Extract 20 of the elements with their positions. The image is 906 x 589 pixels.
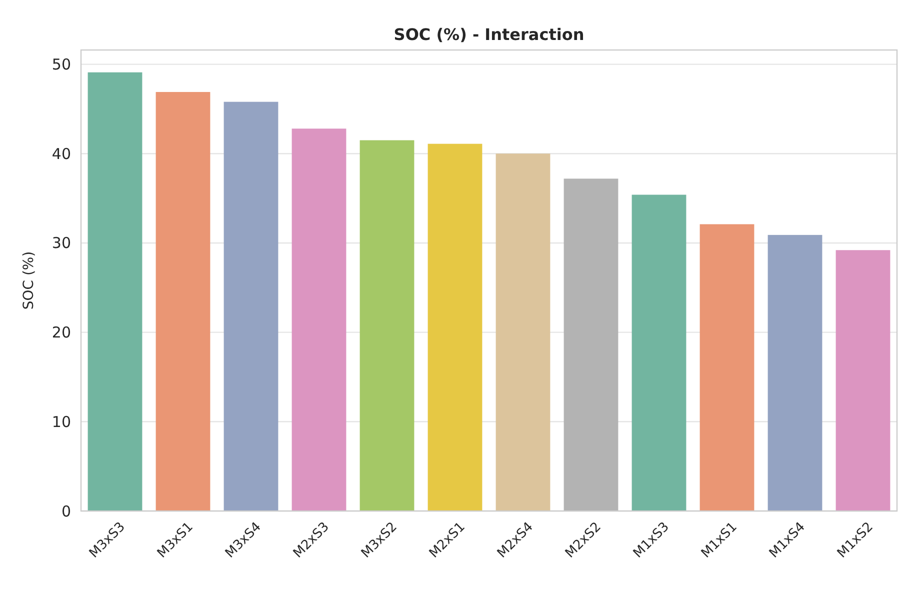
y-axis-title: SOC (%): [21, 251, 37, 310]
bar: [836, 250, 890, 511]
y-tick-label: 30: [52, 234, 71, 252]
bar: [88, 72, 142, 511]
bar: [496, 154, 550, 511]
y-tick-label: 10: [52, 412, 71, 431]
y-tick-label: 40: [52, 144, 71, 163]
y-tick-label: 20: [52, 324, 71, 342]
bar: [700, 224, 754, 511]
bar: [156, 92, 210, 511]
y-tick-label: 0: [61, 502, 71, 520]
bar: [360, 140, 414, 511]
y-tick-label: 50: [52, 56, 71, 74]
bar: [768, 234, 822, 511]
bar: [292, 128, 346, 511]
bar: [224, 102, 278, 511]
bar: [564, 178, 618, 511]
chart-title: SOC (%) - Interaction: [394, 25, 584, 44]
bar: [632, 194, 686, 511]
bar: [428, 144, 482, 511]
